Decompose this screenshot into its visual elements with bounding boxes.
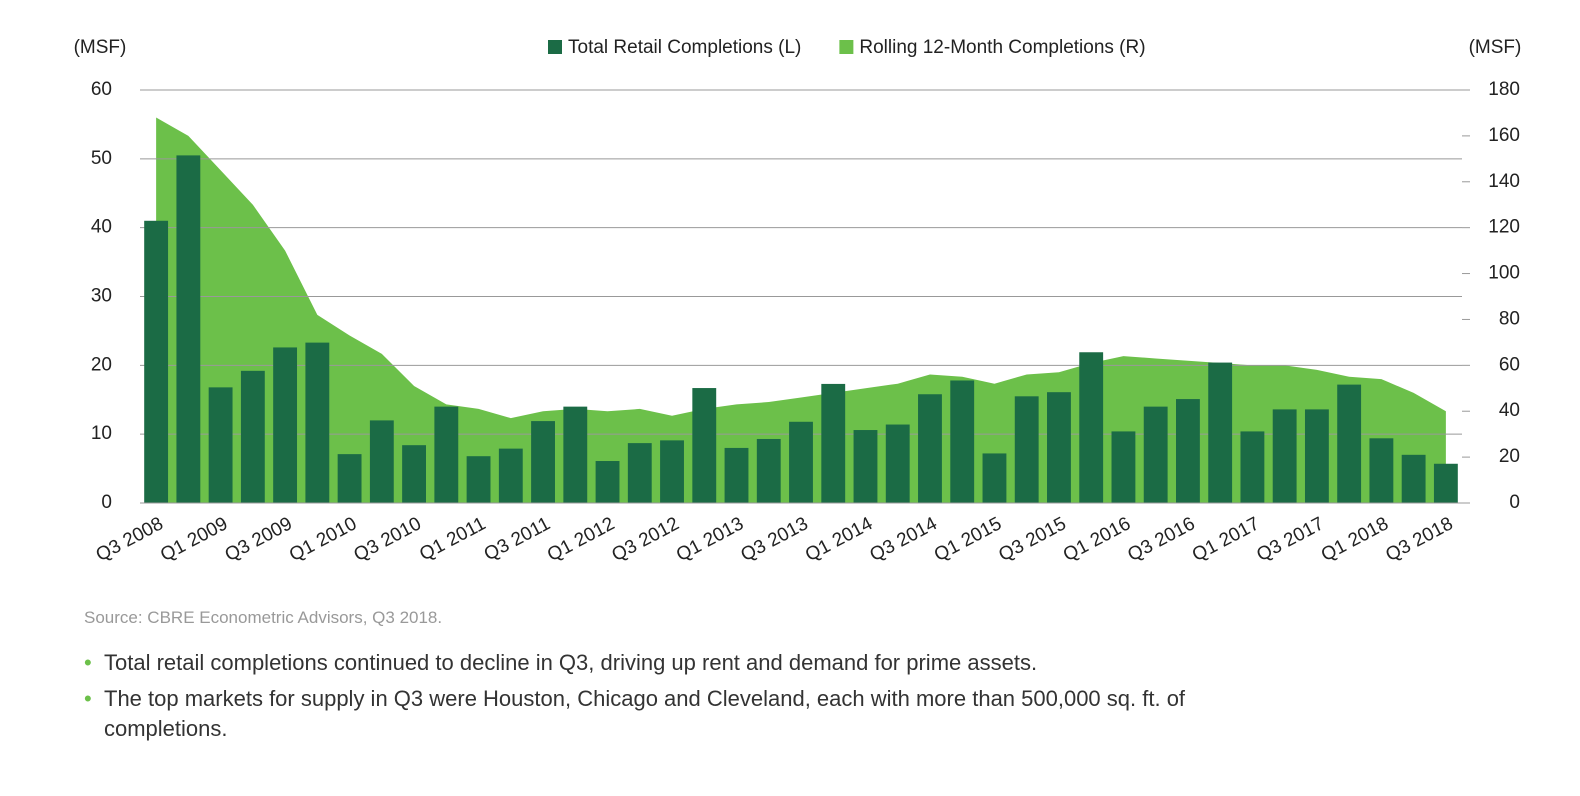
bar [1014,396,1039,503]
x-tick-label: Q1 2014 [802,513,877,566]
bar [692,388,717,503]
bar [1337,384,1362,503]
bar [498,448,523,503]
bar [950,380,975,503]
y2-tick-label: 40 [1499,400,1520,421]
bar [627,443,652,503]
bar [789,421,813,503]
bar [1047,392,1071,503]
bar [885,424,910,503]
y2-tick-label: 20 [1499,446,1520,467]
y2-tick-label: 140 [1488,171,1520,192]
bar [660,440,684,503]
bar [1240,431,1265,503]
bar [208,387,233,503]
legend-swatch [839,40,854,54]
bar [466,456,491,503]
note: Total retail completions continued to de… [84,648,1244,678]
bar [176,155,201,503]
x-tick-label: Q1 2017 [1189,513,1263,566]
y2-tick-label: 60 [1499,354,1520,375]
y2-tick-label: 0 [1509,492,1520,513]
bar [1111,431,1136,503]
y2-tick-label: 120 [1488,217,1520,238]
y2-tick-label: 160 [1488,125,1520,146]
y-tick-label: 20 [91,354,112,375]
x-tick-label: Q1 2018 [1318,513,1392,566]
bar [821,383,846,503]
y-tick-label: 0 [101,492,112,513]
bar [402,445,427,503]
x-tick-label: Q1 2012 [544,513,618,566]
legend-label: Total Retail Completions (L) [568,37,801,58]
x-tick-label: Q1 2010 [286,513,360,566]
y-tick-label: 50 [91,148,112,169]
x-tick-label: Q3 2009 [222,513,296,566]
bar [563,406,588,503]
bar [1401,454,1426,503]
bar [724,447,749,503]
bar [1208,362,1233,503]
y-tick-label: 10 [91,423,112,444]
bar [531,421,555,503]
bar [434,406,459,503]
x-tick-label: Q3 2012 [608,513,682,566]
x-tick-label: Q3 2013 [737,513,811,566]
y-tick-label: 40 [91,217,112,238]
bar [1433,463,1458,503]
y-tick-label: 60 [91,79,112,100]
bar [918,394,942,503]
y2-tick-label: 100 [1488,263,1520,284]
bar [273,347,298,503]
x-tick-label: Q3 2008 [93,513,167,566]
x-tick-label: Q3 2018 [1382,513,1456,566]
left-unit: (MSF) [74,37,127,58]
bar [1143,406,1168,503]
legend-swatch [548,40,562,54]
bar [1304,409,1329,503]
source: Source: CBRE Econometric Advisors, Q3 20… [84,608,443,627]
bar [1369,438,1394,503]
area [156,117,1446,504]
bar [337,454,362,503]
x-tick-label: Q3 2016 [1124,513,1198,566]
x-tick-label: Q3 2015 [995,513,1069,566]
x-tick-label: Q1 2011 [416,513,489,565]
bar [369,420,394,503]
bar [240,370,265,503]
x-tick-label: Q1 2016 [1060,513,1134,566]
bar [1079,352,1104,503]
notes: Total retail completions continued to de… [84,648,1244,750]
y2-tick-label: 80 [1499,308,1520,329]
bar [982,453,1007,503]
bar [1175,399,1200,503]
bar [1272,409,1297,503]
bar [756,438,781,503]
x-tick-label: Q1 2009 [157,513,231,566]
bar [595,461,620,503]
note: The top markets for supply in Q3 were Ho… [84,684,1244,744]
x-tick-label: Q3 2017 [1253,513,1327,566]
x-tick-label: Q1 2015 [931,513,1005,566]
bar [144,220,169,504]
legend-label: Rolling 12-Month Completions (R) [859,37,1145,58]
bar [853,430,878,503]
bar [305,342,330,503]
y2-tick-label: 180 [1488,79,1520,100]
right-unit: (MSF) [1469,37,1522,58]
x-tick-label: Q3 2014 [866,513,941,566]
y-tick-label: 30 [91,286,112,307]
x-tick-label: Q1 2013 [673,513,747,566]
x-tick-label: Q3 2010 [351,513,425,566]
x-tick-label: Q3 2011 [481,513,554,565]
chart: (MSF) (MSF) Total Retail Completions (L)… [74,37,1522,566]
